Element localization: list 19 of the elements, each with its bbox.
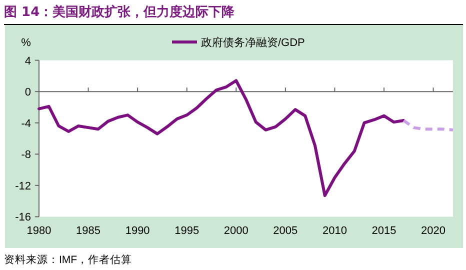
y-axis-title: % bbox=[21, 37, 32, 49]
x-tick-label: 2005 bbox=[273, 225, 298, 237]
x-tick-label: 2020 bbox=[421, 225, 446, 237]
y-tick-label: -4 bbox=[21, 118, 31, 130]
text: 资料来源：IMF，作者估算 bbox=[4, 253, 132, 266]
x-tick-label: 2010 bbox=[322, 225, 347, 237]
chart-title: 图 14：美国财政扩张，但力度边际下降 bbox=[4, 4, 236, 20]
x-tick-label: 2015 bbox=[372, 225, 396, 237]
y-tick-label: -12 bbox=[15, 180, 31, 192]
x-tick-label: 2000 bbox=[224, 225, 248, 237]
legend-label: 政府债务净融资/GDP bbox=[201, 36, 305, 49]
y-tick-label: 0 bbox=[24, 86, 31, 99]
x-tick-label: 1990 bbox=[125, 225, 150, 237]
y-tick-label: -16 bbox=[15, 212, 31, 224]
y-tick-label: -8 bbox=[21, 149, 31, 162]
y-tick-label: 4 bbox=[24, 55, 31, 68]
x-tick-label: 1995 bbox=[174, 225, 200, 237]
x-tick-label: 1980 bbox=[26, 225, 52, 237]
x-tick-label: 1985 bbox=[76, 225, 101, 237]
